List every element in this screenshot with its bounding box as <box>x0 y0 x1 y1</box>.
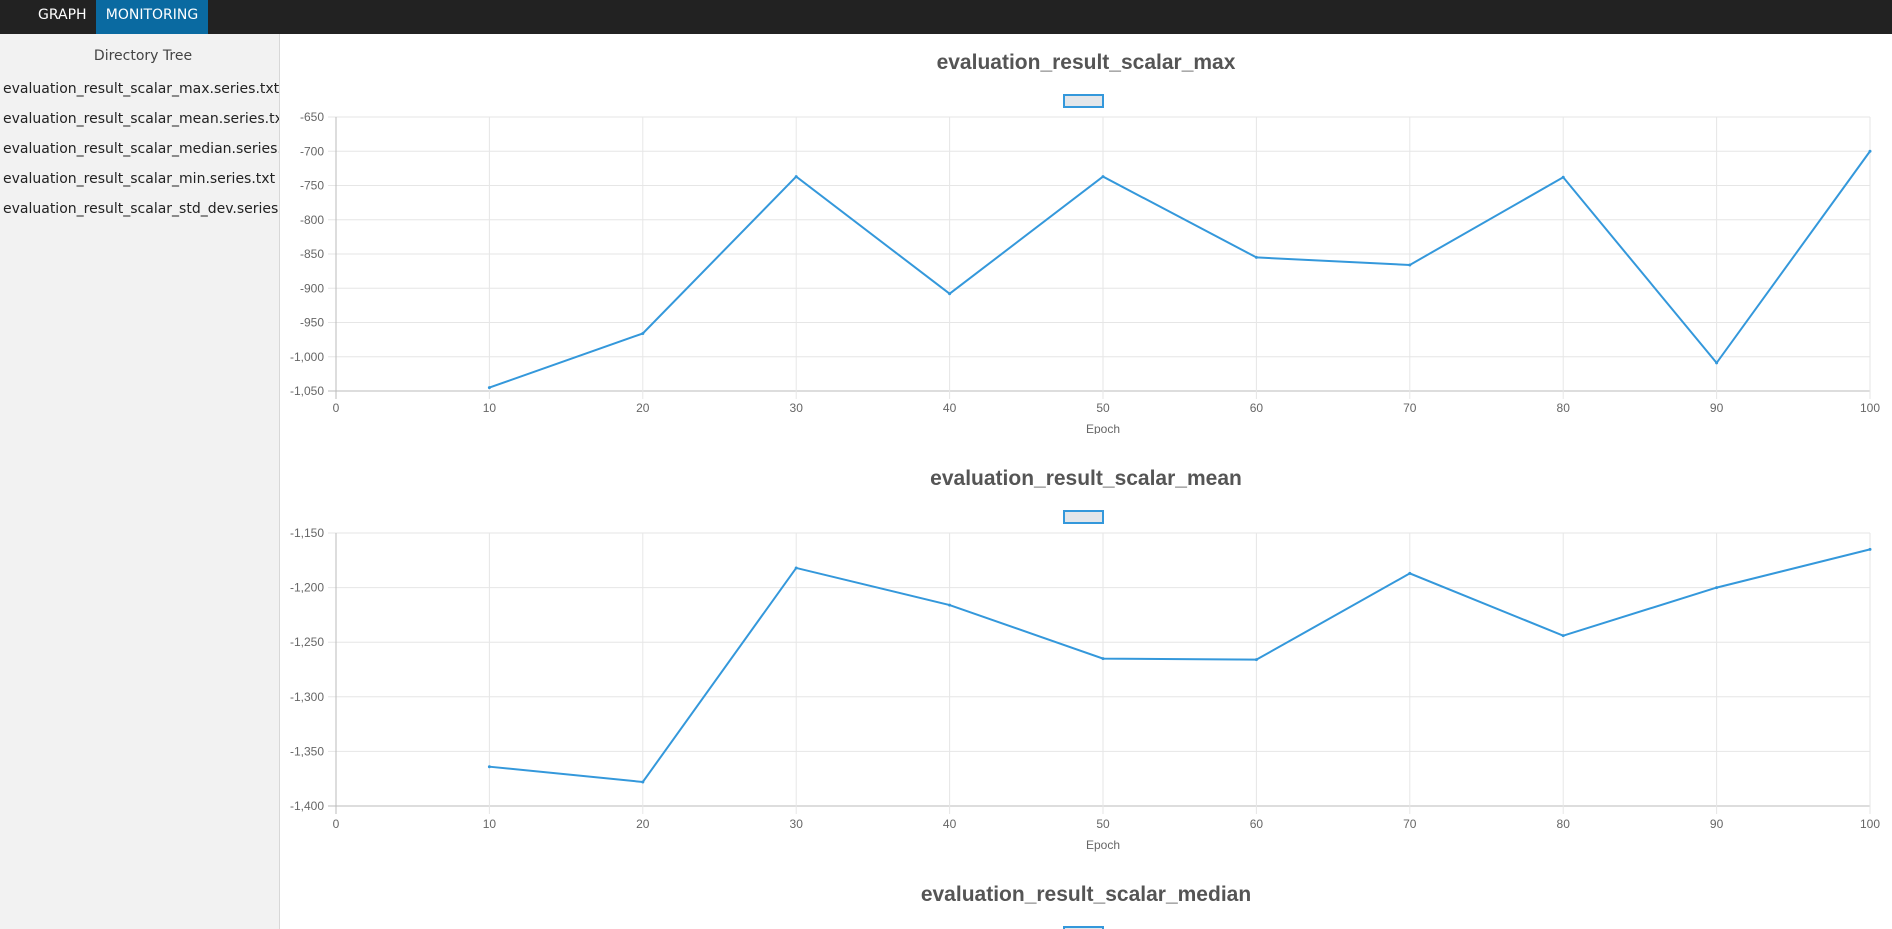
y-tick-label: -1,200 <box>290 581 324 595</box>
x-tick-label: 70 <box>1403 817 1417 831</box>
data-point <box>1101 657 1105 661</box>
data-point <box>794 175 798 179</box>
y-tick-label: -1,350 <box>290 744 324 758</box>
x-tick-label: 70 <box>1403 401 1417 415</box>
tree-item-min[interactable]: evaluation_result_scalar_min.series.txt <box>3 171 276 187</box>
data-point <box>1715 361 1719 365</box>
legend-item[interactable] <box>1063 926 1104 929</box>
data-point <box>1868 149 1872 153</box>
x-tick-label: 50 <box>1096 401 1110 415</box>
x-tick-label: 0 <box>333 817 340 831</box>
series-line <box>489 150 1871 389</box>
data-point <box>487 386 491 390</box>
data-point <box>641 780 645 784</box>
data-point <box>487 765 491 769</box>
tree-item-median[interactable]: evaluation_result_scalar_median.series.t… <box>3 141 280 157</box>
chart-title: evaluation_result_scalar_mean <box>930 467 1242 490</box>
line-chart-mean: -1,150 -1,200 -1,250 -1,300 -1,350 -1,400 0 10 2… <box>290 526 1880 852</box>
chart-title: evaluation_result_scalar_max <box>936 51 1236 74</box>
line-chart-max: -650 -700 -750 -800 -850 -900 -950 -1,000 -1,050… <box>290 110 1880 434</box>
x-tick-label: 100 <box>1860 401 1880 415</box>
y-tick-label: -750 <box>300 179 324 193</box>
x-tick-label: 20 <box>636 401 650 415</box>
sidebar: Directory Tree evaluation_result_scalar_… <box>0 34 280 929</box>
x-tick-label: 60 <box>1250 817 1264 831</box>
y-tick-label: -1,300 <box>290 690 324 704</box>
x-tick-label: 40 <box>943 401 957 415</box>
x-tick-label: 10 <box>483 401 497 415</box>
y-tick-label: -1,000 <box>290 350 324 364</box>
x-tick-label: 40 <box>943 817 957 831</box>
x-axis-label: Epoch <box>1086 838 1120 852</box>
data-point <box>1561 634 1565 638</box>
data-point <box>948 292 952 296</box>
y-tick-label: -950 <box>300 316 324 330</box>
x-tick-label: 30 <box>790 401 804 415</box>
y-tick-label: -800 <box>300 213 324 227</box>
y-tick-label: -1,400 <box>290 799 324 813</box>
sidebar-title: Directory Tree <box>93 48 193 64</box>
series-line <box>489 548 1871 784</box>
x-tick-label: 10 <box>483 817 497 831</box>
legend-item[interactable] <box>1063 510 1104 524</box>
data-point <box>641 331 645 335</box>
tree-item-mean[interactable]: evaluation_result_scalar_mean.series.txt <box>3 111 280 127</box>
tree-item-std-dev[interactable]: evaluation_result_scalar_std_dev.series.… <box>3 201 280 217</box>
x-tick-label: 90 <box>1710 401 1724 415</box>
x-tick-label: 100 <box>1860 817 1880 831</box>
x-axis-label: Epoch <box>1086 422 1120 434</box>
top-nav-bar: GRAPH MONITORING <box>0 0 1892 34</box>
data-point <box>1101 175 1105 179</box>
y-tick-label: -650 <box>300 110 324 124</box>
x-tick-label: 80 <box>1557 401 1571 415</box>
tree-item-max[interactable]: evaluation_result_scalar_max.series.txt <box>3 81 280 97</box>
data-point <box>1254 658 1258 662</box>
y-tick-label: -700 <box>300 144 324 158</box>
y-tick-label: -1,050 <box>290 384 324 398</box>
y-tick-label: -900 <box>300 281 324 295</box>
x-tick-label: 0 <box>333 401 340 415</box>
x-tick-label: 20 <box>636 817 650 831</box>
data-point <box>948 603 952 607</box>
y-tick-label: -1,250 <box>290 635 324 649</box>
tab-graph[interactable]: GRAPH <box>38 7 87 23</box>
y-tick-label: -1,150 <box>290 526 324 540</box>
main-panel: evaluation_result_scalar_max -650 -700 -75… <box>280 34 1892 929</box>
data-point <box>1254 255 1258 259</box>
legend-item[interactable] <box>1063 94 1104 108</box>
chart-title: evaluation_result_scalar_median <box>920 883 1252 906</box>
tab-monitoring[interactable]: MONITORING <box>96 0 208 34</box>
x-tick-label: 80 <box>1557 817 1571 831</box>
x-tick-label: 90 <box>1710 817 1724 831</box>
data-point <box>1715 586 1719 590</box>
data-point <box>794 566 798 570</box>
data-point <box>1408 263 1412 267</box>
data-point <box>1561 175 1565 179</box>
data-point <box>1868 547 1872 551</box>
x-tick-label: 50 <box>1096 817 1110 831</box>
x-tick-label: 30 <box>790 817 804 831</box>
x-tick-label: 60 <box>1250 401 1264 415</box>
y-tick-label: -850 <box>300 247 324 261</box>
data-point <box>1408 571 1412 575</box>
